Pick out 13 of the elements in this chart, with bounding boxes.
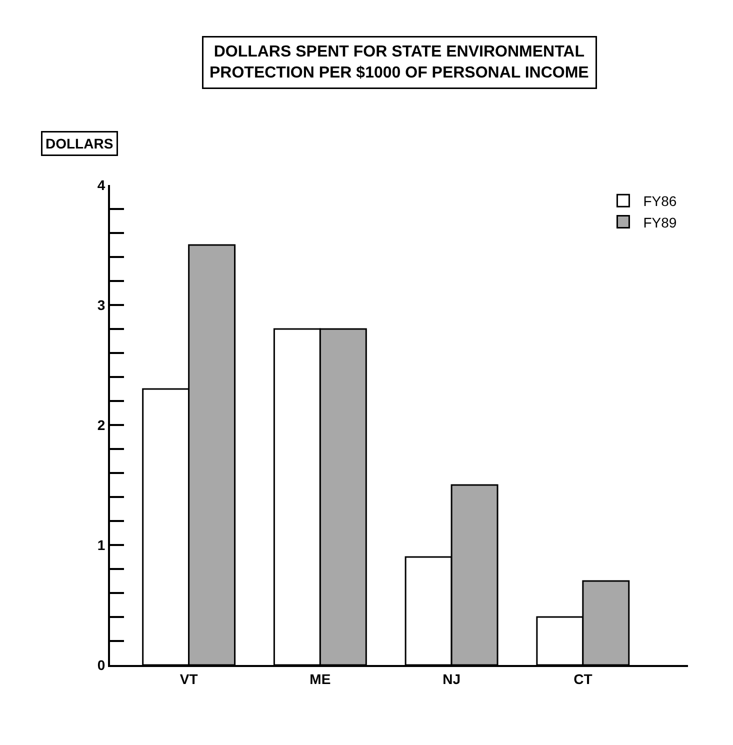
x-tick-label: VT bbox=[180, 670, 198, 687]
x-tick-label: NJ bbox=[442, 670, 461, 687]
chart-title: DOLLARS SPENT FOR STATE ENVIRONMENTAL PROTECTION PER $1000 OF PERSONAL INCOME bbox=[210, 44, 590, 82]
legend-label: FY89 bbox=[643, 214, 677, 230]
legend-label: FY86 bbox=[643, 193, 677, 210]
y-tick-label: 0 bbox=[97, 656, 106, 673]
y-tick-label: 4 bbox=[97, 176, 106, 193]
x-tick-label: ME bbox=[310, 670, 331, 687]
y-axis-title: DOLLARS bbox=[46, 136, 114, 152]
y-tick-label: 2 bbox=[97, 416, 106, 433]
x-tick-label: CT bbox=[574, 670, 593, 687]
y-tick-label: 3 bbox=[97, 296, 106, 313]
y-tick-label: 1 bbox=[97, 536, 106, 553]
